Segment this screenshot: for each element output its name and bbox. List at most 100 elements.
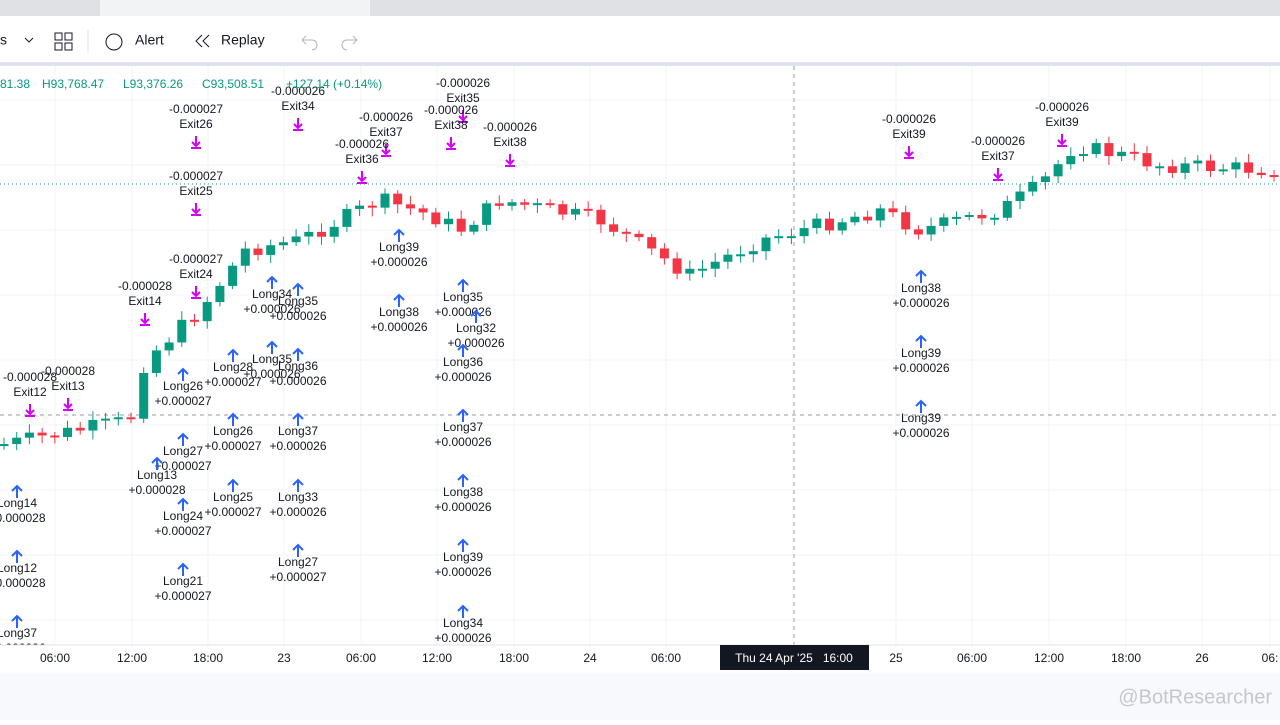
- candle: [469, 224, 479, 232]
- exit-arrow: [357, 171, 367, 184]
- long-marker: Long25+0.000027: [204, 478, 262, 519]
- ohlc-legend: 81.38 H93,768.47 L93,376.26 C93,508.51 +…: [0, 77, 382, 91]
- candle: [342, 208, 352, 227]
- trade-label: Long38: [901, 281, 941, 295]
- candle: [75, 427, 85, 431]
- candle: [596, 209, 606, 225]
- trade-label: Long39: [901, 411, 941, 425]
- candle: [583, 208, 593, 211]
- trade-value: +0.000027: [204, 375, 261, 389]
- candle: [926, 225, 936, 235]
- trade-value: +0.000026: [447, 336, 504, 350]
- candle: [1269, 175, 1279, 178]
- replay-button[interactable]: Replay: [221, 32, 265, 48]
- long-marker: Long37+0.000026: [434, 408, 492, 449]
- chevron[interactable]: [24, 37, 34, 43]
- trade-label: Exit34: [281, 99, 315, 113]
- trade-label: Long26: [213, 424, 253, 438]
- trade-value: -0.000028: [118, 279, 172, 293]
- replay-icon[interactable]: [195, 34, 210, 48]
- close: C93,508.51: [202, 77, 264, 91]
- candle: [37, 432, 47, 436]
- undo[interactable]: [301, 35, 318, 51]
- candle: [215, 285, 225, 303]
- long-marker: Long28+0.000027: [204, 348, 262, 389]
- candle: [63, 427, 72, 437]
- trade-value: +0.000026: [243, 367, 300, 381]
- exit-arrow: [191, 203, 201, 216]
- open: 81.38: [0, 77, 30, 91]
- trades: -0.000027Exit26-0.000027Exit25-0.000027E…: [0, 76, 1089, 655]
- trade-label: Long39: [901, 346, 941, 360]
- candle: [1244, 162, 1254, 173]
- candle: [494, 203, 504, 206]
- candle: [659, 248, 669, 259]
- candle: [151, 350, 161, 373]
- long-marker: Long39+0.000026: [370, 228, 428, 269]
- trade-value: -0.000026: [436, 76, 490, 90]
- redo[interactable]: [341, 35, 358, 51]
- trade-label: Long38: [443, 485, 483, 499]
- menu-label[interactable]: s: [0, 32, 7, 48]
- candle: [278, 242, 288, 246]
- candle: [101, 418, 111, 421]
- trade-label: Long33: [278, 490, 318, 504]
- long-marker: Long38+0.000026: [434, 473, 492, 514]
- trade-value: -0.000026: [882, 112, 936, 126]
- long-arrow: [470, 309, 482, 323]
- trade-value: +0.000027: [269, 570, 326, 584]
- toolbar-border: [0, 62, 1280, 66]
- long-marker: Long21+0.000027: [154, 562, 212, 603]
- exit-arrow: [191, 286, 201, 299]
- candle: [126, 417, 136, 420]
- trade-label: Exit37: [369, 125, 403, 139]
- alert-button[interactable]: Alert: [135, 32, 164, 48]
- long-arrow: [177, 367, 189, 381]
- x-tick-label: 26: [1195, 651, 1209, 665]
- x-tick-label: 06:00: [346, 651, 376, 665]
- trade-label: Long26: [163, 379, 203, 393]
- trade-value: +0.000026: [243, 302, 300, 316]
- trade-label: Long38: [379, 305, 419, 319]
- x-tick-label: 12:00: [422, 651, 452, 665]
- tab[interactable]: [100, 0, 370, 16]
- exit-arrow: [904, 146, 914, 159]
- candle: [939, 217, 949, 226]
- long-arrow: [457, 343, 469, 357]
- candle: [825, 218, 834, 231]
- candle: [202, 302, 212, 322]
- trade-label: Long36: [278, 359, 318, 373]
- trade-value: -0.000026: [424, 103, 478, 117]
- long-arrow: [915, 269, 927, 283]
- trade-label: Exit12: [13, 385, 47, 399]
- candle: [50, 435, 60, 438]
- trade-label: Long21: [163, 574, 203, 588]
- long-marker: Long35+0.000026: [434, 278, 492, 319]
- trade-label: Exit14: [128, 294, 162, 308]
- trade-value: +0.000026: [269, 505, 326, 519]
- layout-icon[interactable]: [54, 32, 73, 51]
- trade-label: Long32: [456, 321, 496, 335]
- trade-value: -0.000026: [271, 84, 325, 98]
- exit-arrow: [1057, 134, 1067, 147]
- trade-label: Long27: [278, 555, 318, 569]
- grid: [0, 66, 1280, 645]
- candles: [0, 136, 1279, 451]
- candle: [1231, 162, 1241, 170]
- candle: [380, 193, 390, 208]
- candle: [0, 444, 9, 447]
- alert-icon[interactable]: [105, 33, 123, 51]
- candle: [863, 216, 873, 221]
- candle: [355, 205, 365, 209]
- exit-arrow: [293, 118, 303, 131]
- x-tick-label: 25: [889, 651, 903, 665]
- candle: [1015, 191, 1025, 202]
- candle: [685, 268, 695, 274]
- candle: [24, 432, 34, 438]
- trade-label: Long27: [163, 444, 203, 458]
- candle: [329, 226, 339, 237]
- exit-arrow: [446, 137, 456, 150]
- long-arrow: [292, 412, 304, 426]
